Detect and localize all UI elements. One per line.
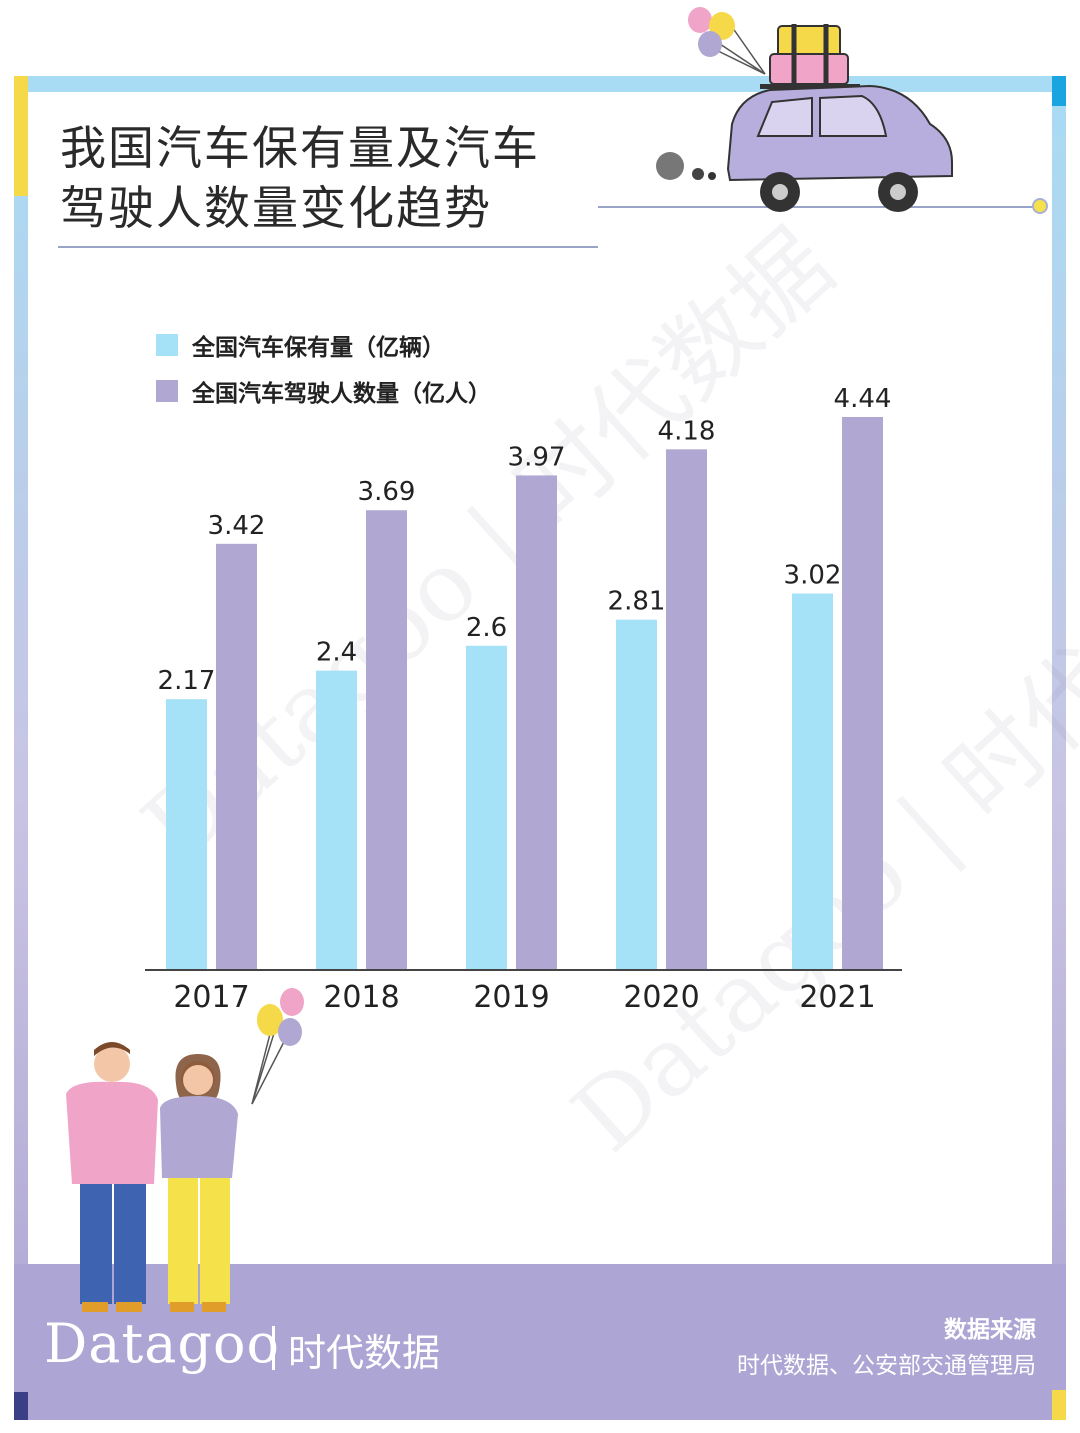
accent-bar xyxy=(14,1392,28,1420)
rule-dot xyxy=(1032,198,1048,214)
legend-swatch-series1 xyxy=(156,334,178,356)
brand-logo: Datagoo xyxy=(44,1312,280,1375)
accent-bar xyxy=(1052,76,1066,106)
brand-divider xyxy=(272,1326,275,1370)
legend-item: 全国汽车驾驶人数量（亿人） xyxy=(156,368,491,414)
accent-bar xyxy=(1052,1390,1066,1420)
accent-bar xyxy=(14,76,28,196)
car-illustration xyxy=(656,7,953,212)
source-text: 时代数据、公安部交通管理局 xyxy=(737,1353,1036,1379)
title-line-1: 我国汽车保有量及汽车 xyxy=(60,121,540,175)
legend-label: 全国汽车保有量（亿辆） xyxy=(192,335,445,361)
legend-item: 全国汽车保有量（亿辆） xyxy=(156,322,491,368)
brand-name-cn: 时代数据 xyxy=(288,1331,441,1375)
chart-legend: 全国汽车保有量（亿辆） 全国汽车驾驶人数量（亿人） xyxy=(156,322,491,414)
legend-label: 全国汽车驾驶人数量（亿人） xyxy=(192,381,491,407)
legend-swatch-series2 xyxy=(156,380,178,402)
title-line-2: 驾驶人数量变化趋势 xyxy=(60,181,492,235)
title-underline xyxy=(598,206,1038,208)
couple-illustration xyxy=(66,988,304,1312)
page-title: 我国汽车保有量及汽车 驾驶人数量变化趋势 xyxy=(60,118,540,238)
title-underline xyxy=(58,246,598,248)
source-title: 数据来源 xyxy=(944,1317,1036,1343)
